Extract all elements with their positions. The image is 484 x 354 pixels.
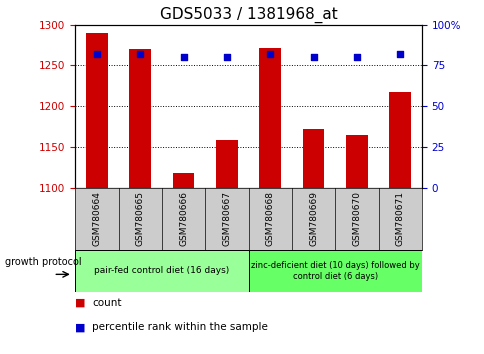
Text: pair-fed control diet (16 days): pair-fed control diet (16 days)	[94, 266, 229, 275]
Point	[395, 51, 403, 57]
Title: GDS5033 / 1381968_at: GDS5033 / 1381968_at	[159, 7, 337, 23]
Bar	[389, 92, 410, 188]
Bar	[302, 129, 324, 188]
Point	[309, 55, 317, 60]
Text: ■: ■	[75, 322, 86, 332]
Point	[93, 51, 101, 57]
Point	[223, 55, 230, 60]
Text: GSM780668: GSM780668	[265, 191, 274, 246]
Text: GSM780666: GSM780666	[179, 191, 188, 246]
Text: GSM780669: GSM780669	[308, 191, 318, 246]
Bar	[75, 250, 248, 292]
Bar	[346, 135, 367, 188]
Point	[352, 55, 360, 60]
Bar	[215, 141, 237, 188]
Bar	[86, 33, 107, 188]
Text: percentile rank within the sample: percentile rank within the sample	[92, 322, 268, 332]
Point	[266, 51, 273, 57]
Text: count: count	[92, 298, 121, 308]
Text: GSM780664: GSM780664	[92, 191, 101, 246]
Text: GSM780671: GSM780671	[395, 191, 404, 246]
Bar	[259, 47, 281, 188]
Bar	[248, 250, 421, 292]
Text: GSM780670: GSM780670	[352, 191, 361, 246]
Text: GSM780667: GSM780667	[222, 191, 231, 246]
Text: ■: ■	[75, 298, 86, 308]
Point	[179, 55, 187, 60]
Bar	[129, 49, 151, 188]
Text: zinc-deficient diet (10 days) followed by
control diet (6 days): zinc-deficient diet (10 days) followed b…	[250, 261, 419, 280]
Point	[136, 51, 144, 57]
Text: growth protocol: growth protocol	[5, 257, 81, 267]
Text: GSM780665: GSM780665	[136, 191, 144, 246]
Bar	[172, 173, 194, 188]
